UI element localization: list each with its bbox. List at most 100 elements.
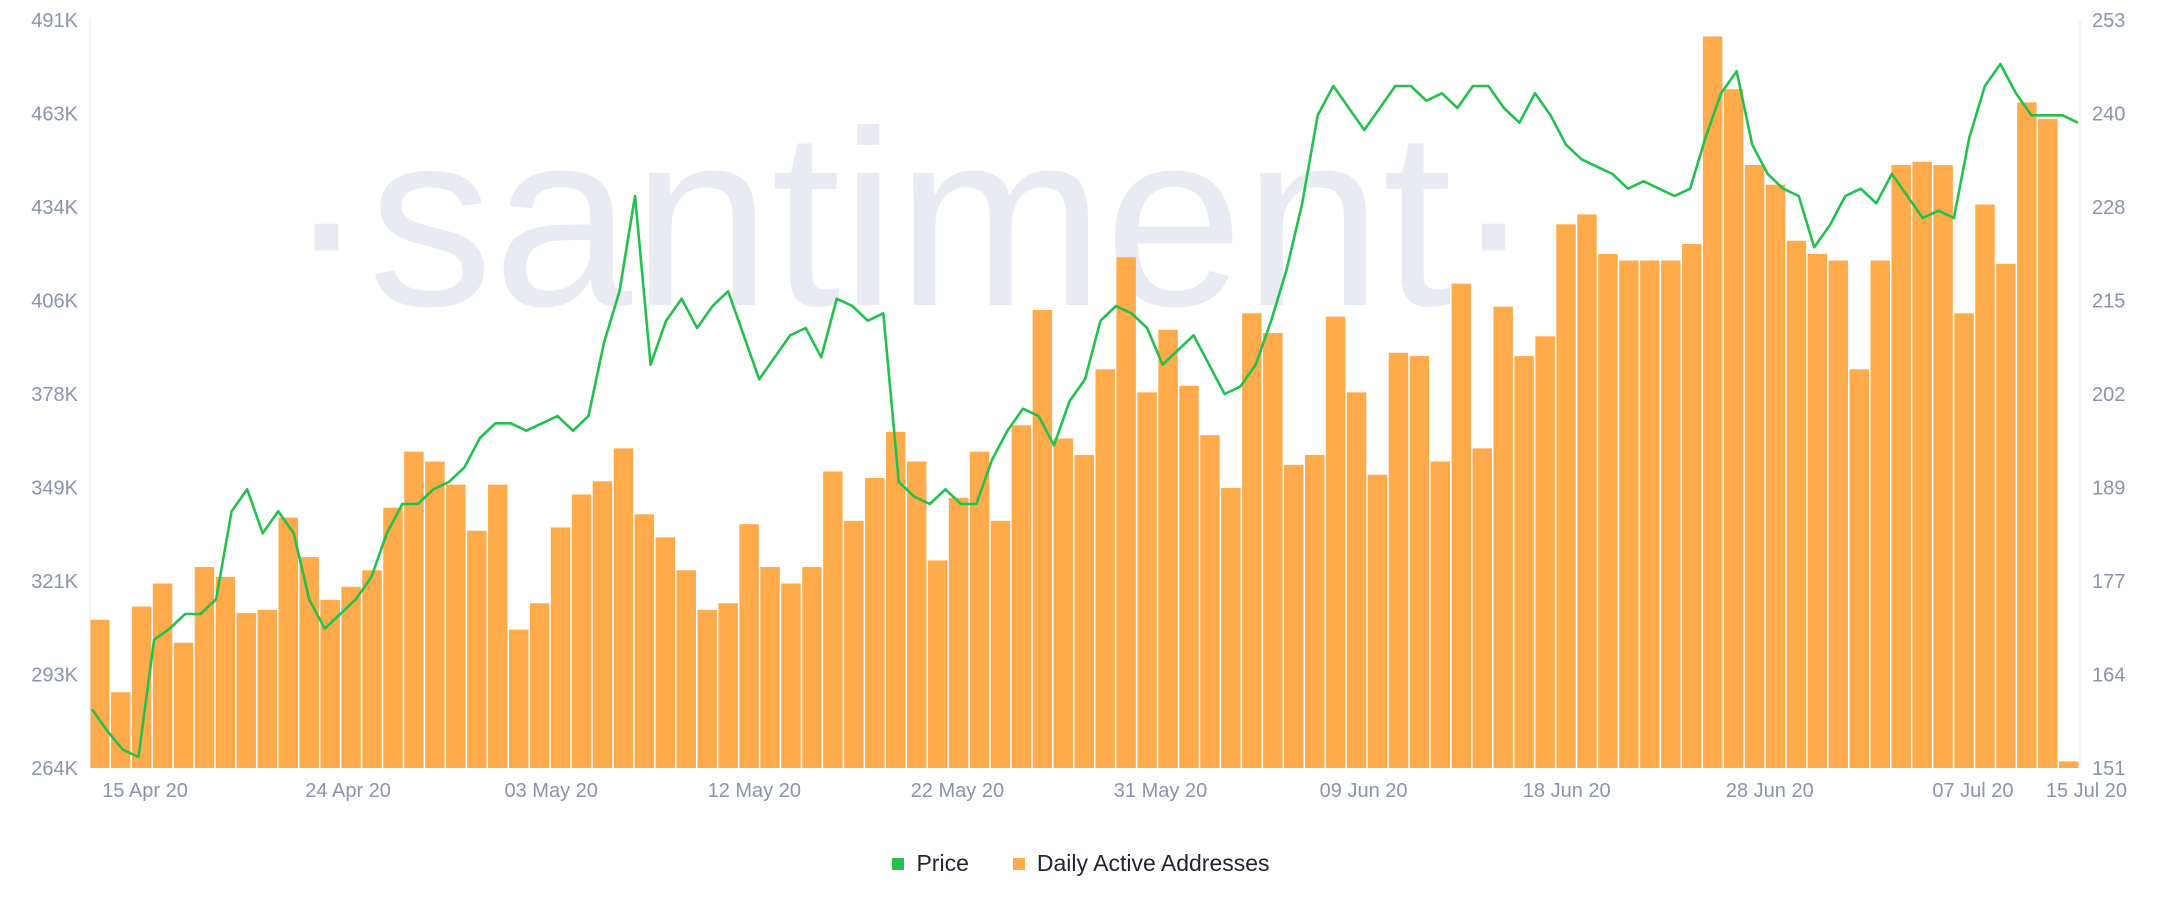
bar-daily-active-addresses xyxy=(90,619,110,768)
bar-daily-active-addresses xyxy=(1346,392,1367,768)
bar-daily-active-addresses xyxy=(906,461,927,768)
left-y-tick-label: 264K xyxy=(31,758,78,780)
right-y-tick-label: 228 xyxy=(2092,197,2125,219)
bar-daily-active-addresses xyxy=(886,431,906,768)
bar-daily-active-addresses xyxy=(1682,244,1702,768)
bar-daily-active-addresses xyxy=(1765,184,1786,768)
bar-daily-active-addresses xyxy=(425,461,445,768)
bar-daily-active-addresses xyxy=(1556,224,1576,769)
bar-daily-active-addresses xyxy=(1367,474,1388,768)
bar-daily-active-addresses xyxy=(865,478,885,768)
bar-daily-active-addresses xyxy=(1661,260,1681,768)
bar-daily-active-addresses xyxy=(131,606,152,768)
bar-daily-active-addresses xyxy=(1263,333,1283,768)
left-y-tick-label: 293K xyxy=(31,665,78,687)
legend-label-daily-active-addresses: Daily Active Addresses xyxy=(1036,850,1270,876)
bar-daily-active-addresses xyxy=(215,576,236,768)
bar-daily-active-addresses xyxy=(1179,385,1199,768)
bar-daily-active-addresses xyxy=(1053,438,1074,768)
bar-daily-active-addresses xyxy=(362,570,382,768)
bar-daily-active-addresses xyxy=(1409,356,1430,768)
bar-daily-active-addresses xyxy=(299,557,319,768)
bar-daily-active-addresses xyxy=(1849,369,1870,768)
legend-swatch-daily-active-addresses xyxy=(1012,857,1025,870)
bar-daily-active-addresses xyxy=(2038,118,2058,769)
watermark: ·santiment· xyxy=(285,79,1535,358)
bar-daily-active-addresses xyxy=(823,471,843,768)
right-y-tick-label: 240 xyxy=(2092,104,2125,126)
right-y-tick-label: 202 xyxy=(2092,384,2125,406)
x-tick-label: 31 May 20 xyxy=(1114,780,1207,802)
x-tick-label: 24 Apr 20 xyxy=(305,780,391,802)
bar-daily-active-addresses xyxy=(1807,253,1828,768)
bar-daily-active-addresses xyxy=(1702,36,1723,769)
price-line xyxy=(90,62,2079,759)
right-y-tick-label: 189 xyxy=(2092,478,2125,500)
bar-daily-active-addresses xyxy=(1828,260,1849,768)
bar-daily-active-addresses xyxy=(676,570,696,768)
x-tick-label: 22 May 20 xyxy=(911,780,1004,802)
bar-daily-active-addresses xyxy=(1535,336,1555,768)
bar-daily-active-addresses xyxy=(1619,260,1639,768)
bar-daily-active-addresses xyxy=(634,514,655,768)
bar-daily-active-addresses xyxy=(969,451,990,768)
right-y-tick-label: 151 xyxy=(2092,758,2125,780)
right-y-tick-label: 164 xyxy=(2092,665,2125,687)
left-y-tick-label: 378K xyxy=(31,384,78,406)
bar-daily-active-addresses xyxy=(320,599,340,768)
bar-daily-active-addresses xyxy=(2017,102,2037,768)
legend-item-daily-active-addresses[interactable]: Daily Active Addresses xyxy=(1012,850,1270,877)
left-y-tick-label: 434K xyxy=(31,197,78,219)
bar-daily-active-addresses xyxy=(1514,356,1534,768)
left-y-tick-label: 491K xyxy=(31,10,78,32)
bar-daily-active-addresses xyxy=(1954,313,1974,768)
dual-axis-chart: ·santiment· 264K 293K 321K 349K 378K 406K 434K… xyxy=(31,10,2127,802)
bar-daily-active-addresses xyxy=(1221,487,1241,768)
bar-daily-active-addresses xyxy=(571,494,592,768)
bar-daily-active-addresses xyxy=(592,481,613,768)
legend-item-price[interactable]: Price xyxy=(892,850,969,877)
bar-daily-active-addresses xyxy=(1577,214,1597,768)
bar-daily-active-addresses xyxy=(1598,253,1618,768)
bar-daily-active-addresses xyxy=(1284,464,1304,768)
bar-daily-active-addresses xyxy=(990,520,1011,768)
right-y-tick-label: 253 xyxy=(2092,10,2125,32)
bar-daily-active-addresses xyxy=(1996,263,2016,768)
bar-daily-active-addresses xyxy=(194,567,215,768)
line-series-price xyxy=(90,62,2079,759)
bar-daily-active-addresses xyxy=(1975,204,1995,768)
bar-daily-active-addresses xyxy=(1116,257,1136,768)
left-y-tick-label: 349K xyxy=(31,478,78,500)
bar-daily-active-addresses xyxy=(1870,260,1890,768)
bar-daily-active-addresses xyxy=(1032,309,1053,768)
bar-daily-active-addresses xyxy=(1451,283,1472,768)
x-tick-label: 07 Jul 20 xyxy=(1932,780,2013,802)
bar-daily-active-addresses xyxy=(802,567,822,768)
bar-daily-active-addresses xyxy=(173,642,194,768)
bar-daily-active-addresses xyxy=(927,560,948,768)
x-tick-label: 09 Jun 20 xyxy=(1320,780,1408,802)
right-y-axis-ticks: 151 164 177 189 202 215 228 240 253 xyxy=(2092,10,2125,780)
legend-swatch-price xyxy=(892,857,905,870)
bar-daily-active-addresses xyxy=(1891,164,1911,769)
x-tick-label: 15 Apr 20 xyxy=(102,780,188,802)
bar-daily-active-addresses xyxy=(467,530,487,768)
bar-series-daily-active-addresses xyxy=(90,36,2079,769)
x-tick-label: 28 Jun 20 xyxy=(1726,780,1814,802)
bar-daily-active-addresses xyxy=(1242,313,1262,768)
bar-daily-active-addresses xyxy=(1158,329,1178,768)
bar-daily-active-addresses xyxy=(697,609,717,768)
bar-daily-active-addresses xyxy=(655,537,676,768)
bar-daily-active-addresses xyxy=(529,603,550,768)
bar-daily-active-addresses xyxy=(550,527,571,768)
legend-label-price: Price xyxy=(916,850,969,876)
bar-daily-active-addresses xyxy=(718,603,738,768)
bar-daily-active-addresses xyxy=(1493,306,1513,768)
bar-daily-active-addresses xyxy=(1933,164,1953,769)
bar-daily-active-addresses xyxy=(508,629,529,768)
bar-daily-active-addresses xyxy=(152,583,173,768)
x-tick-label: 12 May 20 xyxy=(708,780,801,802)
bar-daily-active-addresses xyxy=(2059,761,2079,768)
legend: Price Daily Active Addresses xyxy=(0,850,2162,877)
bar-daily-active-addresses xyxy=(383,507,403,768)
